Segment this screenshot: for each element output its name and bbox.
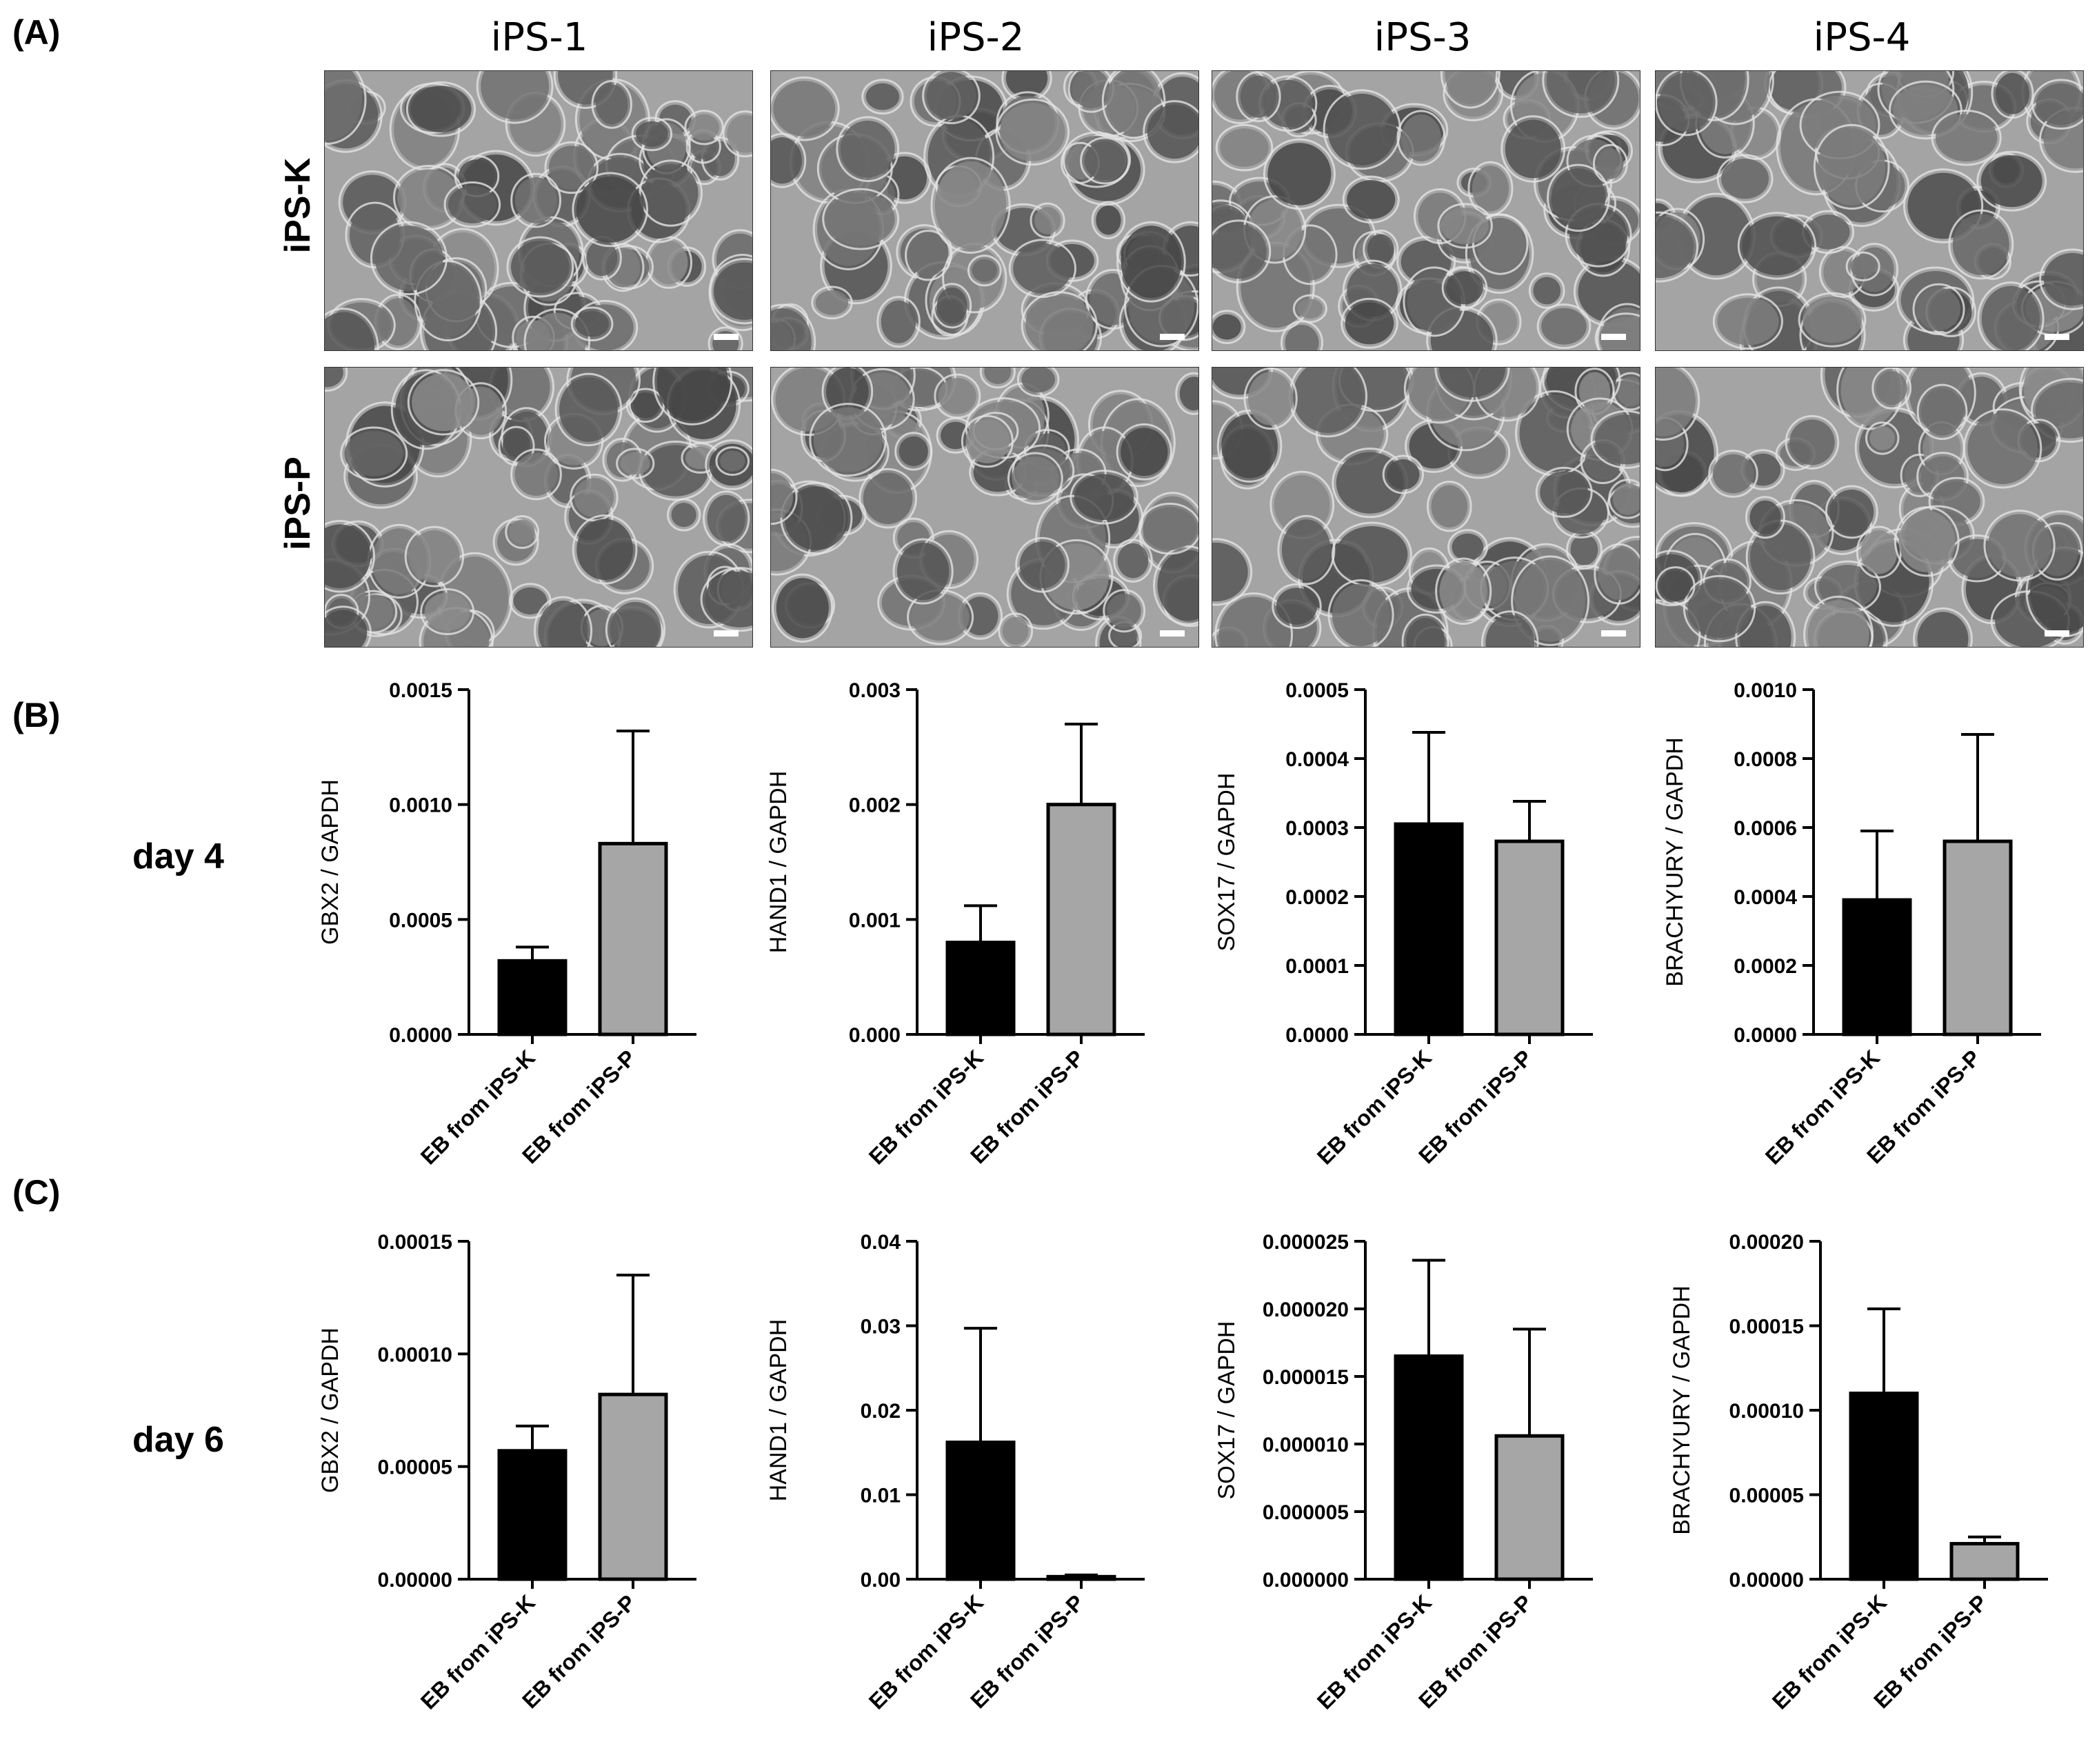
column-label-ips-4: iPS-4	[1813, 15, 1911, 60]
y-tick-label: 0.0000	[1285, 1024, 1349, 1047]
y-tick-label: 0.0005	[389, 909, 452, 932]
y-tick-label: 0.0002	[1734, 955, 1797, 978]
micrograph-ips-p-ips-4	[1655, 367, 2084, 648]
y-tick-label: 0.00	[861, 1569, 901, 1592]
micrograph-ips-k-ips-4	[1655, 70, 2084, 351]
y-tick-label: 0.00005	[378, 1456, 452, 1479]
bar-ips-p	[1046, 1574, 1116, 1581]
y-axis-label: HAND1 / GAPDH	[765, 771, 792, 954]
day-label-day6: day 6	[132, 1420, 224, 1460]
bar-ips-k	[1394, 1354, 1464, 1581]
bar-ips-k	[945, 1441, 1016, 1581]
bar-ips-k	[497, 1449, 568, 1581]
panel-label-c: (C)	[12, 1173, 61, 1212]
micrograph-ips-k-ips-3	[1212, 70, 1640, 351]
y-tick-label: 0.0005	[1285, 679, 1349, 702]
y-axis-label: GBX2 / GAPDH	[317, 779, 343, 945]
y-tick-label: 0.000010	[1263, 1434, 1349, 1456]
y-axis-label: BRACHYURY / GAPDH	[1662, 737, 1688, 987]
chart-b-brachyury: 0.0000 0.0002 0.0004 0.0006 0.0008 0.0010 BRAC…	[1662, 679, 2041, 1170]
y-tick-label: 0.002	[849, 794, 901, 817]
y-tick-label: 0.000020	[1263, 1299, 1349, 1321]
y-axis-label: GBX2 / GAPDH	[317, 1327, 343, 1493]
bar-ips-k	[497, 959, 568, 1036]
bar-ips-k	[1394, 822, 1464, 1036]
y-tick-label: 0.0003	[1285, 817, 1349, 840]
chart-b-sox17: 0.0000 0.0001 0.0002 0.0003 0.0004 0.0005 SOX1…	[1214, 679, 1593, 1170]
y-tick-label: 0.0010	[1734, 679, 1797, 702]
micrograph-ips-p-ips-1	[324, 367, 753, 648]
y-tick-label: 0.0010	[389, 794, 452, 817]
y-tick-label: 0.000000	[1263, 1569, 1349, 1592]
column-label-ips-1: iPS-1	[490, 15, 588, 60]
y-tick-label: 0.02	[861, 1400, 901, 1423]
chart-c-brachyury: 0.00000 0.00005 0.00010 0.00015 0.00020 BRACH…	[1669, 1231, 2048, 1714]
y-tick-label: 0.0002	[1285, 886, 1349, 909]
y-tick-label: 0.04	[861, 1231, 901, 1254]
y-tick-label: 0.001	[849, 909, 901, 932]
y-tick-label: 0.00000	[378, 1569, 452, 1592]
bar-ips-k	[1842, 898, 1912, 1036]
chart-c-sox17: 0.000000 0.000005 0.000010 0.000015 0.000020…	[1214, 1231, 1593, 1714]
y-tick-label: 0.000025	[1263, 1231, 1349, 1254]
y-axis-label: SOX17 / GAPDH	[1214, 1321, 1240, 1500]
y-tick-label: 0.00015	[378, 1231, 452, 1254]
bar-ips-k	[945, 941, 1016, 1036]
y-tick-label: 0.003	[849, 679, 901, 702]
y-axis-label: HAND1 / GAPDH	[765, 1319, 792, 1502]
micrograph-ips-k-ips-2	[770, 70, 1199, 351]
bar-ips-p	[1494, 839, 1565, 1036]
micrograph-ips-p-ips-2	[770, 367, 1199, 648]
y-tick-label: 0.0008	[1734, 748, 1797, 771]
micrograph-ips-k-ips-1	[324, 70, 753, 351]
bar-ips-p	[1943, 839, 2013, 1036]
y-tick-label: 0.0004	[1734, 886, 1797, 909]
y-tick-label: 0.00010	[1729, 1400, 1804, 1423]
micrograph-ips-p-ips-3	[1212, 367, 1640, 648]
chart-c-gbx2: 0.00000 0.00005 0.00010 0.00015 GBX2 / GAPDH…	[317, 1231, 696, 1714]
day-label-day4: day 4	[132, 836, 224, 876]
panel-label-b: (B)	[12, 696, 61, 734]
y-tick-label: 0.0000	[389, 1024, 452, 1047]
y-tick-label: 0.00005	[1729, 1485, 1804, 1507]
bar-ips-p	[598, 841, 668, 1036]
y-tick-label: 0.0006	[1734, 817, 1797, 840]
row-label-ips-k: iPS-K	[278, 157, 318, 254]
y-tick-label: 0.00010	[378, 1343, 452, 1366]
panel-label-a: (A)	[12, 13, 61, 52]
y-tick-label: 0.00000	[1729, 1569, 1804, 1592]
bar-ips-p	[598, 1392, 668, 1581]
y-tick-label: 0.00015	[1729, 1316, 1804, 1339]
y-tick-label: 0.0001	[1285, 955, 1349, 978]
bar-ips-k	[1849, 1392, 1919, 1581]
bar-ips-p	[1949, 1542, 2020, 1581]
y-axis-label: SOX17 / GAPDH	[1214, 773, 1240, 952]
y-tick-label: 0.00020	[1729, 1231, 1804, 1254]
column-label-ips-2: iPS-2	[927, 15, 1025, 60]
y-tick-label: 0.0000	[1734, 1024, 1797, 1047]
y-tick-label: 0.03	[861, 1316, 901, 1339]
column-label-ips-3: iPS-3	[1374, 15, 1472, 60]
y-tick-label: 0.000005	[1263, 1501, 1349, 1524]
bar-ips-p	[1046, 803, 1116, 1036]
row-label-ips-p: iPS-P	[278, 457, 318, 550]
y-tick-label: 0.000015	[1263, 1366, 1349, 1389]
y-tick-label: 0.0004	[1285, 748, 1349, 771]
y-tick-label: 0.000	[849, 1024, 901, 1047]
y-tick-label: 0.0015	[389, 679, 452, 702]
y-axis-label: BRACHYURY / GAPDH	[1669, 1285, 1695, 1535]
y-tick-label: 0.01	[861, 1485, 901, 1507]
bar-ips-p	[1494, 1434, 1565, 1581]
